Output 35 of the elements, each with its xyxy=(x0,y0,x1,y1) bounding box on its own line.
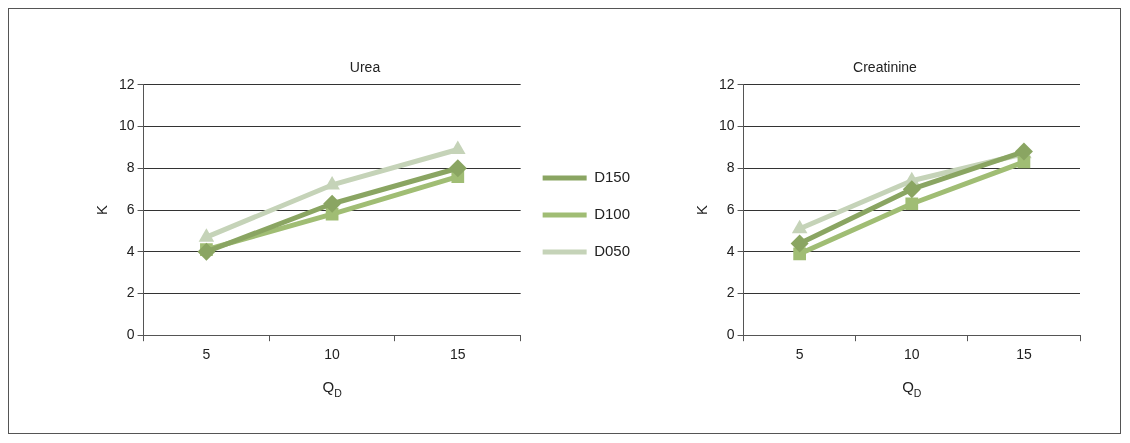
point xyxy=(198,228,215,242)
x-tick-label: 10 xyxy=(904,346,920,363)
y-tick-label: 2 xyxy=(126,284,135,301)
legend-label: D050 xyxy=(594,242,630,260)
chart-title: Urea xyxy=(349,59,381,76)
x-tick-label: 15 xyxy=(1016,346,1032,363)
y-tick-label: 12 xyxy=(118,75,135,92)
y-tick-label: 0 xyxy=(126,326,135,343)
point xyxy=(450,140,466,154)
point xyxy=(323,194,342,213)
point xyxy=(902,180,921,199)
legend-label: D100 xyxy=(594,205,630,223)
y-tick-label: 4 xyxy=(126,242,135,259)
y-tick-label: 6 xyxy=(726,200,735,217)
point xyxy=(448,159,467,178)
point xyxy=(197,242,216,261)
x-tick-label: 10 xyxy=(324,346,341,363)
y-tick-label: 8 xyxy=(726,159,735,176)
y-tick-label: 2 xyxy=(726,284,735,301)
x-tick-label: 15 xyxy=(450,346,466,363)
y-axis-title: K xyxy=(693,204,711,216)
y-tick-label: 12 xyxy=(718,75,735,92)
y-tick-label: 0 xyxy=(726,326,735,343)
x-tick-label: 5 xyxy=(795,346,804,363)
legend-label: D150 xyxy=(594,168,630,186)
point xyxy=(905,197,919,211)
y-tick-label: 10 xyxy=(118,117,135,134)
x-tick-label: 5 xyxy=(202,346,211,363)
y-axis-title: K xyxy=(93,204,111,216)
point xyxy=(790,234,809,253)
y-tick-label: 4 xyxy=(726,242,735,259)
y-tick-label: 10 xyxy=(718,117,735,134)
y-tick-label: 6 xyxy=(126,200,135,217)
y-tick-label: 8 xyxy=(126,159,135,176)
chart-title: Creatinine xyxy=(853,59,918,76)
